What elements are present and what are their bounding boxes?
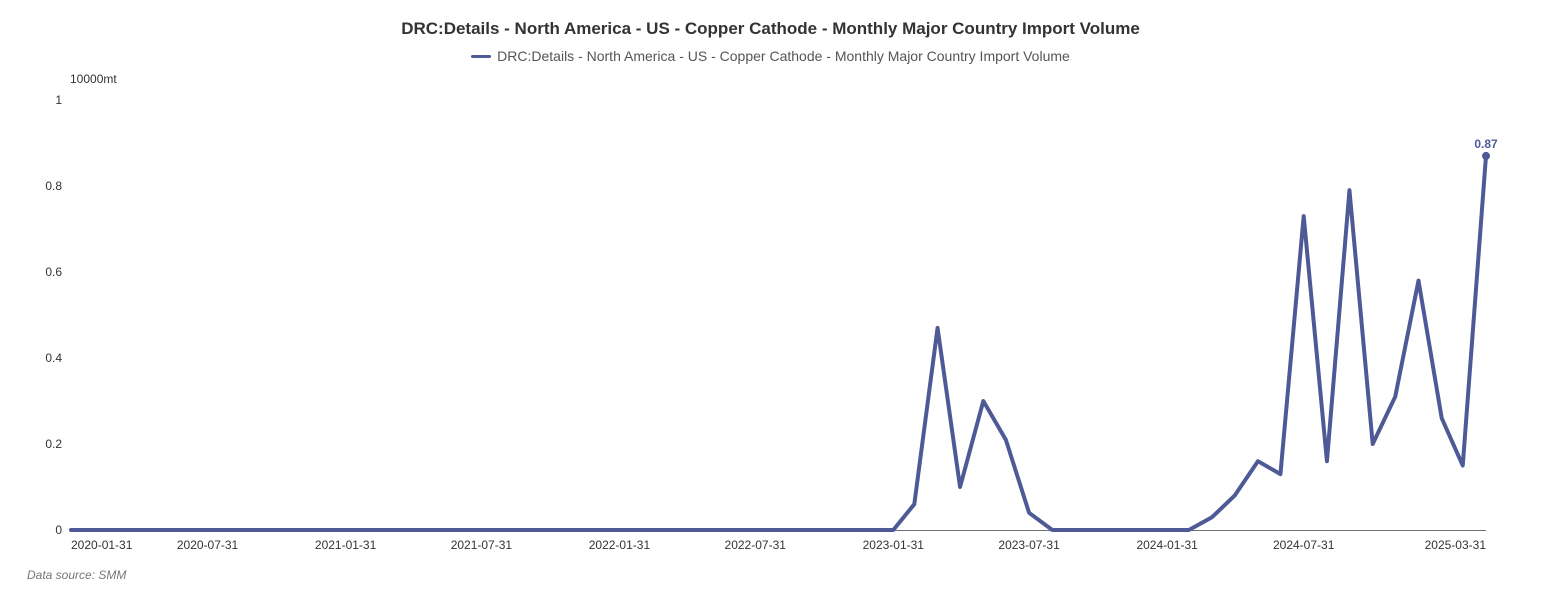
data-source-note: Data source: SMM	[27, 568, 127, 582]
series-line	[69, 153, 1488, 532]
y-tick-label: 0.2	[45, 437, 62, 451]
data-label-last: 0.87	[1474, 137, 1498, 151]
y-tick-label: 0.6	[45, 265, 62, 279]
x-tick-label: 2022-07-31	[725, 538, 787, 552]
y-axis-unit-label: 10000mt	[70, 72, 117, 86]
x-tick-label: 2020-01-31	[71, 538, 133, 552]
y-tick-label: 0	[55, 523, 62, 537]
x-tick-label: 2024-01-31	[1136, 538, 1198, 552]
x-tick-label: 2022-01-31	[589, 538, 651, 552]
x-tick-label: 2021-07-31	[451, 538, 513, 552]
y-tick-label: 0.4	[45, 351, 62, 365]
x-tick-label: 2025-03-31	[1425, 538, 1487, 552]
x-tick-label: 2020-07-31	[177, 538, 239, 552]
x-tick-label: 2023-07-31	[998, 538, 1060, 552]
x-tick-label: 2023-01-31	[863, 538, 925, 552]
y-tick-label: 0.8	[45, 179, 62, 193]
y-tick-label: 1	[55, 93, 62, 107]
legend-label: DRC:Details - North America - US - Coppe…	[497, 48, 1070, 64]
legend-swatch	[471, 54, 492, 58]
legend[interactable]: DRC:Details - North America - US - Coppe…	[0, 48, 1541, 64]
x-tick-label: 2021-01-31	[315, 538, 377, 552]
chart-title: DRC:Details - North America - US - Coppe…	[401, 19, 1140, 38]
x-tick-label: 2024-07-31	[1273, 538, 1335, 552]
data-point-last	[1482, 151, 1490, 160]
